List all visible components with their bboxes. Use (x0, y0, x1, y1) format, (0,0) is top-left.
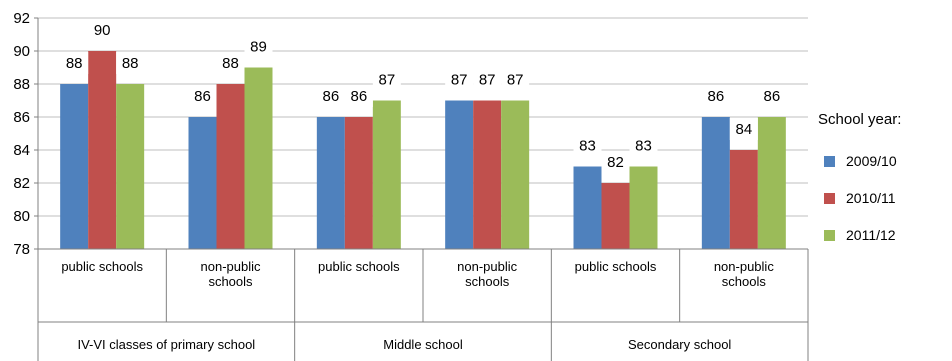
bar (88, 51, 117, 249)
data-label-background (244, 35, 273, 58)
category-label: public schools (318, 259, 400, 274)
x-axis: public schools non-public schools public sc… (37, 248, 809, 361)
data-label-background (344, 85, 373, 107)
data-label: 88 (122, 55, 139, 72)
data-label: 87 (451, 72, 468, 89)
data-label-background (445, 68, 474, 91)
data-label: 87 (479, 72, 496, 89)
bar (629, 166, 658, 249)
data-label-background (316, 85, 345, 107)
data-label: 89 (250, 39, 267, 56)
data-label: 82 (607, 154, 624, 171)
data-label-background (629, 134, 658, 157)
bar (501, 100, 530, 249)
bar (316, 117, 345, 249)
data-label-background (757, 85, 786, 107)
bar (729, 150, 758, 249)
y-tick-label: 80 (13, 208, 30, 225)
data-label-background (188, 85, 217, 107)
bar (445, 100, 474, 249)
legend-swatch (824, 156, 835, 167)
y-tick-label: 78 (13, 241, 30, 258)
data-label-background (116, 52, 145, 74)
data-label: 86 (350, 88, 367, 105)
legend-entry: 2011/12 (846, 227, 896, 243)
data-label: 88 (222, 55, 239, 72)
data-label: 86 (194, 88, 211, 105)
bars (60, 51, 786, 249)
category-label: public schools (61, 259, 143, 274)
group-label: Middle school (383, 337, 463, 352)
data-label-background (601, 151, 630, 173)
group-label: Secondary school (628, 337, 731, 352)
data-label: 86 (707, 88, 724, 105)
data-label: 83 (579, 138, 596, 155)
category-label: non-public schools (457, 259, 517, 289)
legend-title: School year: (818, 111, 901, 128)
data-label: 86 (763, 88, 780, 105)
legend-entry: 2009/10 (846, 153, 897, 169)
legend-swatch (824, 230, 835, 241)
y-tick-label: 92 (13, 10, 30, 27)
y-tick-label: 86 (13, 109, 30, 126)
y-tick-label: 90 (13, 43, 30, 60)
category-label: non-public schools (714, 259, 774, 289)
legend-entry: 2010/11 (846, 190, 896, 206)
y-axis: 78 80 82 84 86 88 90 92 (13, 10, 39, 258)
category-label: public schools (575, 259, 657, 274)
data-labels: 88 90 88 86 88 89 86 86 87 87 87 87 83 82 83 86 84 86 (60, 19, 786, 173)
legend: School year: 2009/10 2010/11 2011/12 (818, 111, 901, 243)
bar (216, 84, 245, 249)
data-label-background (501, 68, 530, 91)
bar (60, 84, 89, 249)
data-label: 84 (735, 121, 752, 138)
bar (344, 117, 373, 249)
data-label-background (216, 52, 245, 74)
data-label: 86 (322, 88, 339, 105)
data-label-background (473, 68, 502, 91)
data-label-background (573, 134, 602, 157)
y-tick-label: 84 (13, 142, 30, 159)
bar (601, 183, 630, 249)
data-label-background (60, 52, 89, 74)
bar (116, 84, 145, 249)
y-tick-label: 88 (13, 76, 30, 93)
data-label: 88 (66, 55, 83, 72)
category-label: non-public schools (201, 259, 261, 289)
group-label: IV-VI classes of primary school (77, 337, 255, 352)
bar (701, 117, 730, 249)
data-label: 87 (507, 72, 524, 89)
legend-swatch (824, 193, 835, 204)
bar (473, 100, 502, 249)
bar (372, 100, 401, 249)
data-label-background (729, 118, 758, 140)
bar (188, 117, 217, 249)
y-tick-label: 82 (13, 175, 30, 192)
data-label: 83 (635, 138, 652, 155)
bar (757, 117, 786, 249)
data-label: 87 (378, 72, 395, 89)
data-label: 90 (94, 22, 111, 39)
bar (573, 166, 602, 249)
bar (244, 67, 273, 249)
data-label-background (701, 85, 730, 107)
data-label-background (372, 68, 401, 91)
data-label-background (88, 19, 117, 41)
gridlines (38, 17, 808, 217)
